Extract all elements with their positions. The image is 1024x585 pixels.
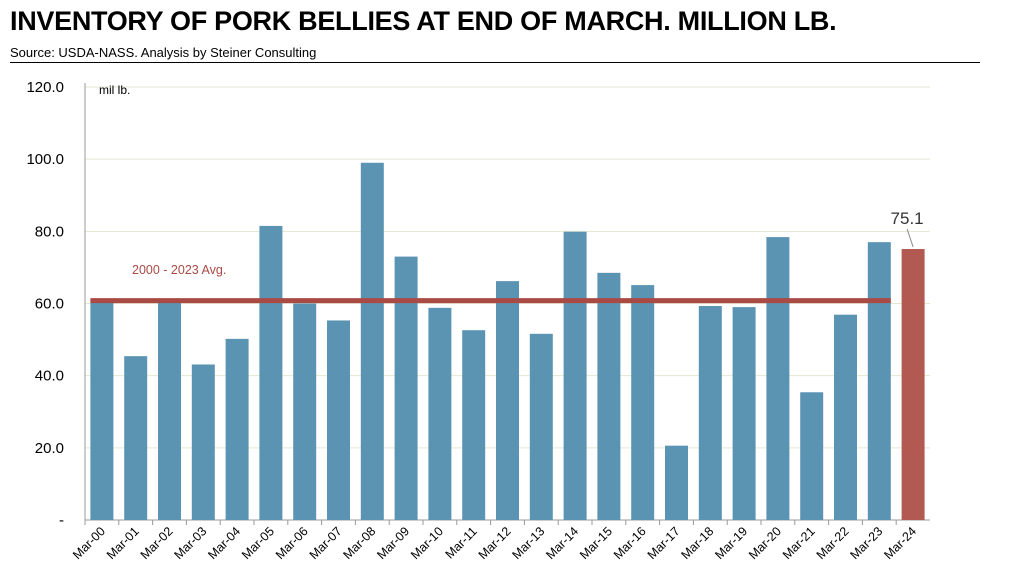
bar (259, 225, 283, 520)
bar (732, 307, 756, 520)
y-tick-label: 80.0 (35, 223, 64, 240)
x-tick-label: Mar-15 (577, 524, 615, 562)
bars (90, 162, 925, 521)
x-tick-label: Mar-23 (848, 524, 886, 562)
bar (124, 356, 148, 520)
annotations: 75.1 (891, 209, 924, 248)
bar-highlight (901, 249, 925, 520)
bar (698, 306, 722, 520)
y-tick-label: 20.0 (35, 440, 64, 457)
x-tick-label: Mar-09 (374, 524, 412, 562)
x-tick-label: Mar-06 (273, 524, 311, 562)
x-tick-label: Mar-20 (746, 524, 784, 562)
bar (327, 320, 350, 520)
bar (428, 307, 452, 520)
x-tick-labels: Mar-00Mar-01Mar-02Mar-03Mar-04Mar-05Mar-… (70, 524, 919, 562)
chart-subtitle: Source: USDA-NASS. Analysis by Steiner C… (10, 45, 317, 60)
average-line-group: 2000 - 2023 Avg. (90, 263, 891, 304)
x-tick-label: Mar-24 (881, 524, 919, 562)
x-tick-label: Mar-10 (408, 524, 446, 562)
y-axis-unit-label: mil lb. (99, 83, 130, 97)
x-tick-label: Mar-05 (239, 524, 277, 562)
y-tick-label: 60.0 (35, 296, 64, 313)
title-divider (10, 62, 980, 63)
bar (496, 281, 519, 520)
bar (867, 242, 891, 521)
x-tick-label: Mar-07 (307, 524, 345, 562)
bar (360, 162, 384, 520)
y-tick-label: 100.0 (26, 151, 64, 168)
bar (462, 330, 486, 520)
x-tick-label: Mar-19 (712, 524, 750, 562)
bar (665, 445, 688, 520)
x-tick-label: Mar-12 (476, 524, 514, 562)
y-tick-labels: - 20.0 40.0 60.0 80.0 100.0 120.0 (26, 79, 64, 529)
x-tick-label: Mar-01 (104, 524, 142, 562)
bar (394, 256, 418, 520)
x-tick-label: Mar-00 (70, 524, 108, 562)
y-tick-label: 40.0 (35, 368, 64, 385)
y-tick-label: - (59, 512, 64, 529)
bar (225, 338, 249, 520)
average-line-label: 2000 - 2023 Avg. (132, 263, 226, 277)
x-tick-label: Mar-14 (543, 524, 581, 562)
x-tick-label: Mar-16 (611, 524, 649, 562)
bar (800, 392, 824, 520)
x-tick-label: Mar-13 (510, 524, 548, 562)
y-tick-label: 120.0 (26, 79, 64, 96)
bar (597, 272, 621, 520)
data-label-leader (906, 228, 914, 248)
bar (90, 301, 114, 520)
x-tick-label: Mar-11 (443, 524, 480, 561)
bar (529, 333, 553, 520)
chart-title: INVENTORY OF PORK BELLIES AT END OF MARC… (10, 6, 837, 36)
x-tick-label: Mar-03 (172, 524, 210, 562)
bar (158, 302, 181, 520)
x-tick-label: Mar-18 (679, 524, 717, 562)
x-tick-label: Mar-08 (341, 524, 379, 562)
x-tick-label: Mar-04 (205, 524, 243, 562)
bar (563, 231, 587, 521)
x-tick-label: Mar-17 (645, 524, 683, 562)
x-tick-label: Mar-21 (780, 524, 818, 562)
bar (293, 303, 317, 520)
bar (191, 364, 215, 520)
highlight-data-label: 75.1 (891, 209, 924, 228)
x-tick-label: Mar-02 (138, 524, 176, 562)
x-tick-label: Mar-22 (814, 524, 852, 562)
bar (631, 285, 655, 520)
bar (834, 314, 857, 520)
bar (766, 237, 790, 520)
